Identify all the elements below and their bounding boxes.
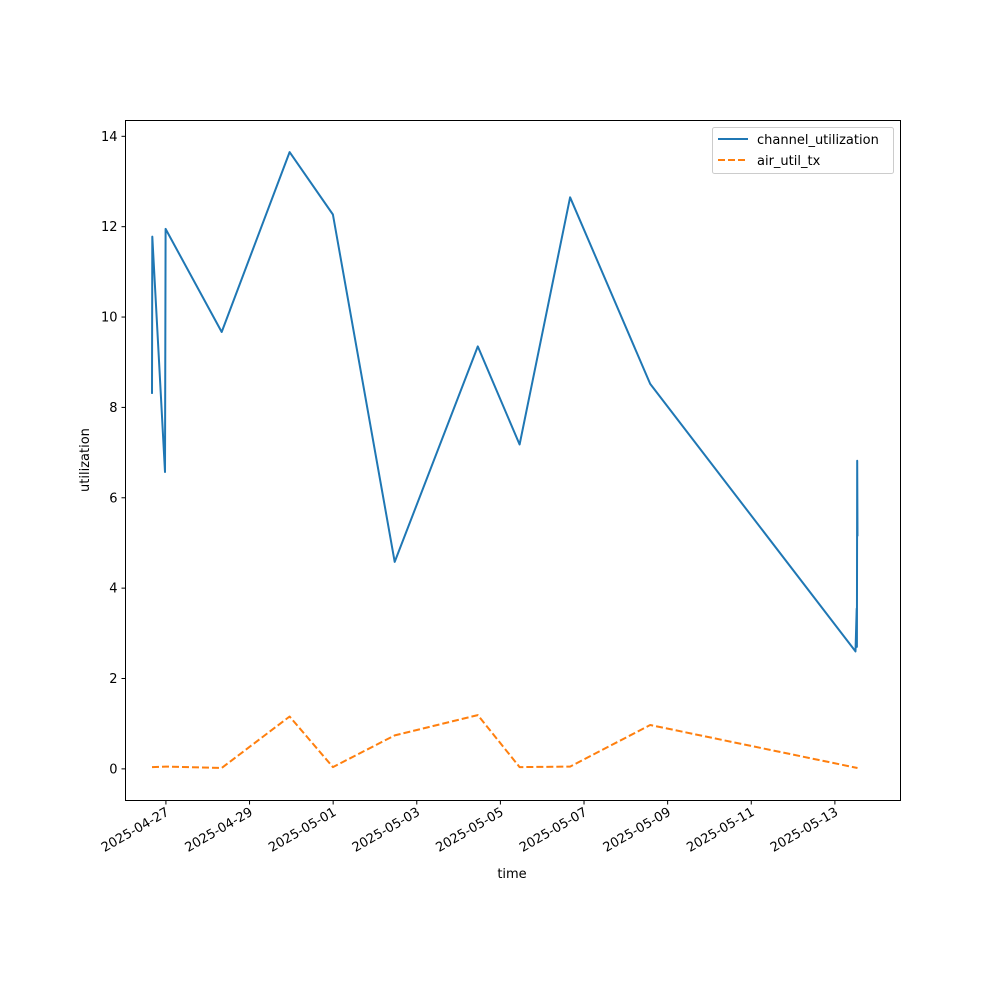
legend-label-channel-utilization: channel_utilization	[757, 133, 879, 148]
y-tick-label: 4	[109, 582, 117, 597]
y-axis: 0 2 4 6 8 10 12 14	[101, 130, 126, 777]
x-tick-label: 2025-05-13	[768, 805, 841, 856]
y-axis-label: utilization	[78, 428, 93, 492]
x-tick-label: 2025-05-11	[684, 805, 757, 856]
y-tick-label: 8	[109, 401, 117, 416]
x-tick-label: 2025-05-07	[517, 805, 590, 856]
legend-box	[712, 127, 894, 174]
legend: channel_utilization air_util_tx	[712, 127, 894, 174]
series-line-air-util-tx	[151, 714, 858, 769]
y-tick-label: 14	[101, 130, 118, 145]
y-tick-label: 10	[101, 311, 118, 326]
x-tick-label: 2025-05-05	[433, 805, 506, 856]
plot-area-frame	[125, 120, 901, 801]
y-tick-label: 2	[109, 672, 117, 687]
series-layer	[151, 151, 859, 769]
series-line-channel-utilization	[151, 151, 859, 653]
y-tick-label: 12	[101, 220, 118, 235]
x-tick-label: 2025-05-03	[350, 805, 423, 856]
x-axis-label: time	[497, 867, 526, 882]
y-tick-label: 6	[109, 491, 117, 506]
x-tick-label: 2025-05-01	[266, 805, 339, 856]
x-tick-label: 2025-04-27	[99, 805, 172, 856]
x-tick-label: 2025-04-29	[183, 805, 256, 856]
y-tick-label: 0	[109, 762, 117, 777]
legend-label-air-util-tx: air_util_tx	[757, 154, 821, 169]
x-axis: 2025-04-27 2025-04-29 2025-05-01 2025-05-03…	[99, 800, 841, 856]
x-tick-label: 2025-05-09	[601, 805, 674, 856]
